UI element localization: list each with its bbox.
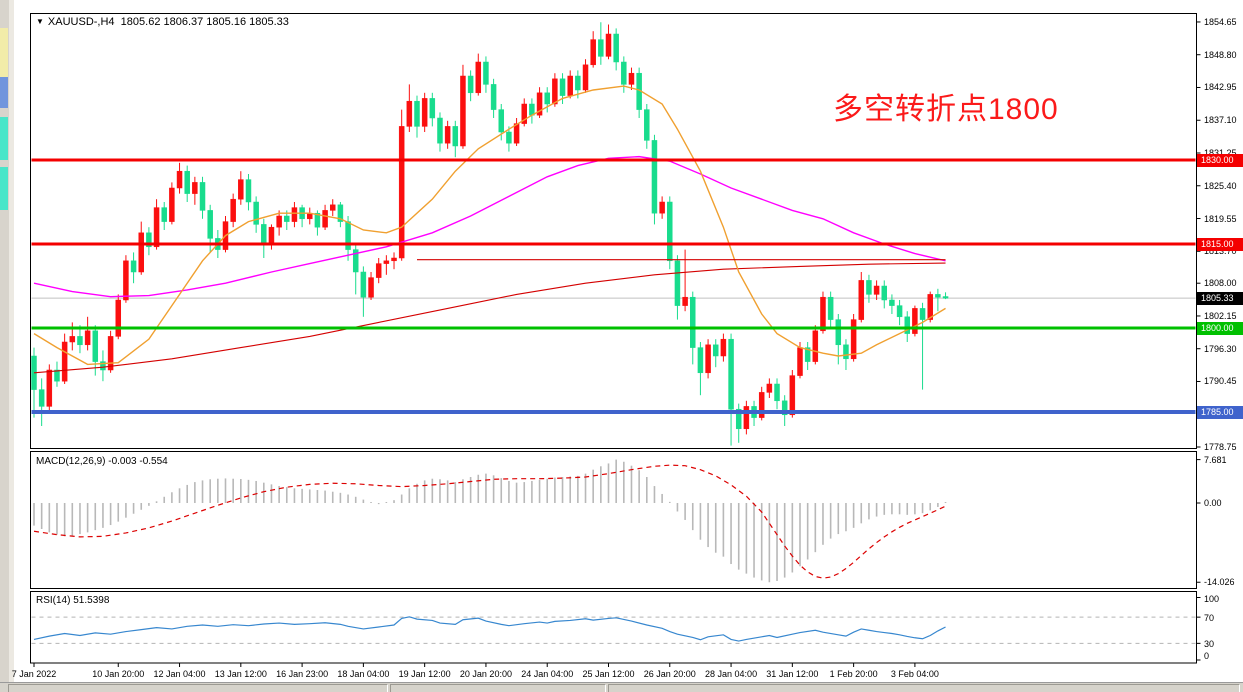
macd-axis-tick-label: -14.026 — [1204, 577, 1235, 588]
price-axis-tick-label: 1837.10 — [1204, 115, 1237, 126]
current-price-badge: 1805.33 — [1197, 291, 1243, 305]
macd-indicator-label: MACD(12,26,9) -0.003 -0.554 — [36, 456, 168, 467]
price-axis-tick-label: 1819.55 — [1204, 213, 1237, 224]
price-axis-tick-label: 1848.80 — [1204, 49, 1237, 60]
time-axis-label: 12 Jan 04:00 — [153, 669, 206, 679]
time-axis-label: 3 Feb 04:00 — [890, 669, 939, 679]
price-axis-tick-label: 1790.45 — [1204, 376, 1237, 387]
price-level-badge: 1830.00 — [1197, 153, 1243, 167]
macd-axis-tick-label: 7.681 — [1204, 454, 1227, 465]
status-bar — [0, 682, 1243, 692]
ohlc-values: 1805.62 1806.37 1805.16 1805.33 — [120, 16, 289, 28]
symbol-color-swatch — [0, 117, 8, 160]
time-axis-label: 13 Jan 12:00 — [214, 669, 267, 679]
symbol-color-swatch — [0, 28, 8, 77]
symbol-color-swatch — [0, 167, 8, 210]
time-axis-label: 16 Jan 23:00 — [276, 669, 329, 679]
price-axis-tick-label: 1842.95 — [1204, 82, 1237, 93]
price-axis-tick-label: 1808.00 — [1204, 278, 1237, 289]
macd-axis-tick-label: 0.00 — [1204, 498, 1222, 508]
chart-annotation-text: 多空转折点1800 — [833, 93, 1059, 126]
time-axis-label: 20 Jan 20:00 — [459, 669, 512, 679]
price-axis-tick-label: 1854.65 — [1204, 16, 1237, 27]
time-axis-label: 18 Jan 04:00 — [337, 669, 390, 679]
market-watch-edge-strip — [0, 0, 9, 682]
symbol-period-label: XAUUSD-,H4 — [47, 16, 115, 28]
rsi-axis-tick-label: 30 — [1204, 639, 1215, 650]
rsi-axis-tick-label: 70 — [1204, 613, 1215, 624]
chart-ohlc-info: ▼ XAUUSD-,H4 1805.62 1806.37 1805.16 1805… — [36, 16, 289, 28]
symbol-color-swatch — [0, 77, 8, 108]
time-axis-label: 1 Feb 20:00 — [829, 669, 878, 679]
price-axis-tick-label: 1802.15 — [1204, 310, 1237, 321]
time-axis-label: 26 Jan 20:00 — [643, 669, 696, 679]
rsi-indicator-label: RSI(14) 51.5398 — [36, 595, 110, 606]
time-axis-label: 24 Jan 04:00 — [521, 669, 574, 679]
price-axis-tick-label: 1813.70 — [1204, 246, 1237, 257]
status-bar-cell — [390, 684, 606, 692]
rsi-axis-tick-label: 0 — [1204, 651, 1210, 661]
price-axis-tick-label: 1825.40 — [1204, 180, 1237, 191]
time-axis-label: 28 Jan 04:00 — [705, 669, 758, 679]
time-axis-label: 10 Jan 20:00 — [92, 669, 145, 679]
price-axis-tick-label: 1796.30 — [1204, 343, 1237, 354]
status-bar-cell — [608, 684, 1240, 692]
panel-splitter[interactable] — [9, 0, 15, 682]
status-bar-cell — [8, 684, 388, 692]
time-axis-label: 25 Jan 12:00 — [582, 669, 635, 679]
price-axis-tick-label: 1778.75 — [1204, 442, 1237, 452]
rsi-axis-tick-label: 100 — [1204, 593, 1220, 604]
price-axis-tick-label: 1831.25 — [1204, 148, 1237, 158]
price-level-badge: 1800.00 — [1197, 321, 1243, 335]
price-level-badge: 1815.00 — [1197, 237, 1243, 251]
time-axis-label: 31 Jan 12:00 — [766, 669, 819, 679]
time-axis-label: 7 Jan 2022 — [11, 669, 57, 679]
time-axis-label: 19 Jan 12:00 — [398, 669, 451, 679]
chevron-down-icon: ▼ — [36, 17, 44, 26]
price-level-badge: 1785.00 — [1197, 405, 1243, 419]
